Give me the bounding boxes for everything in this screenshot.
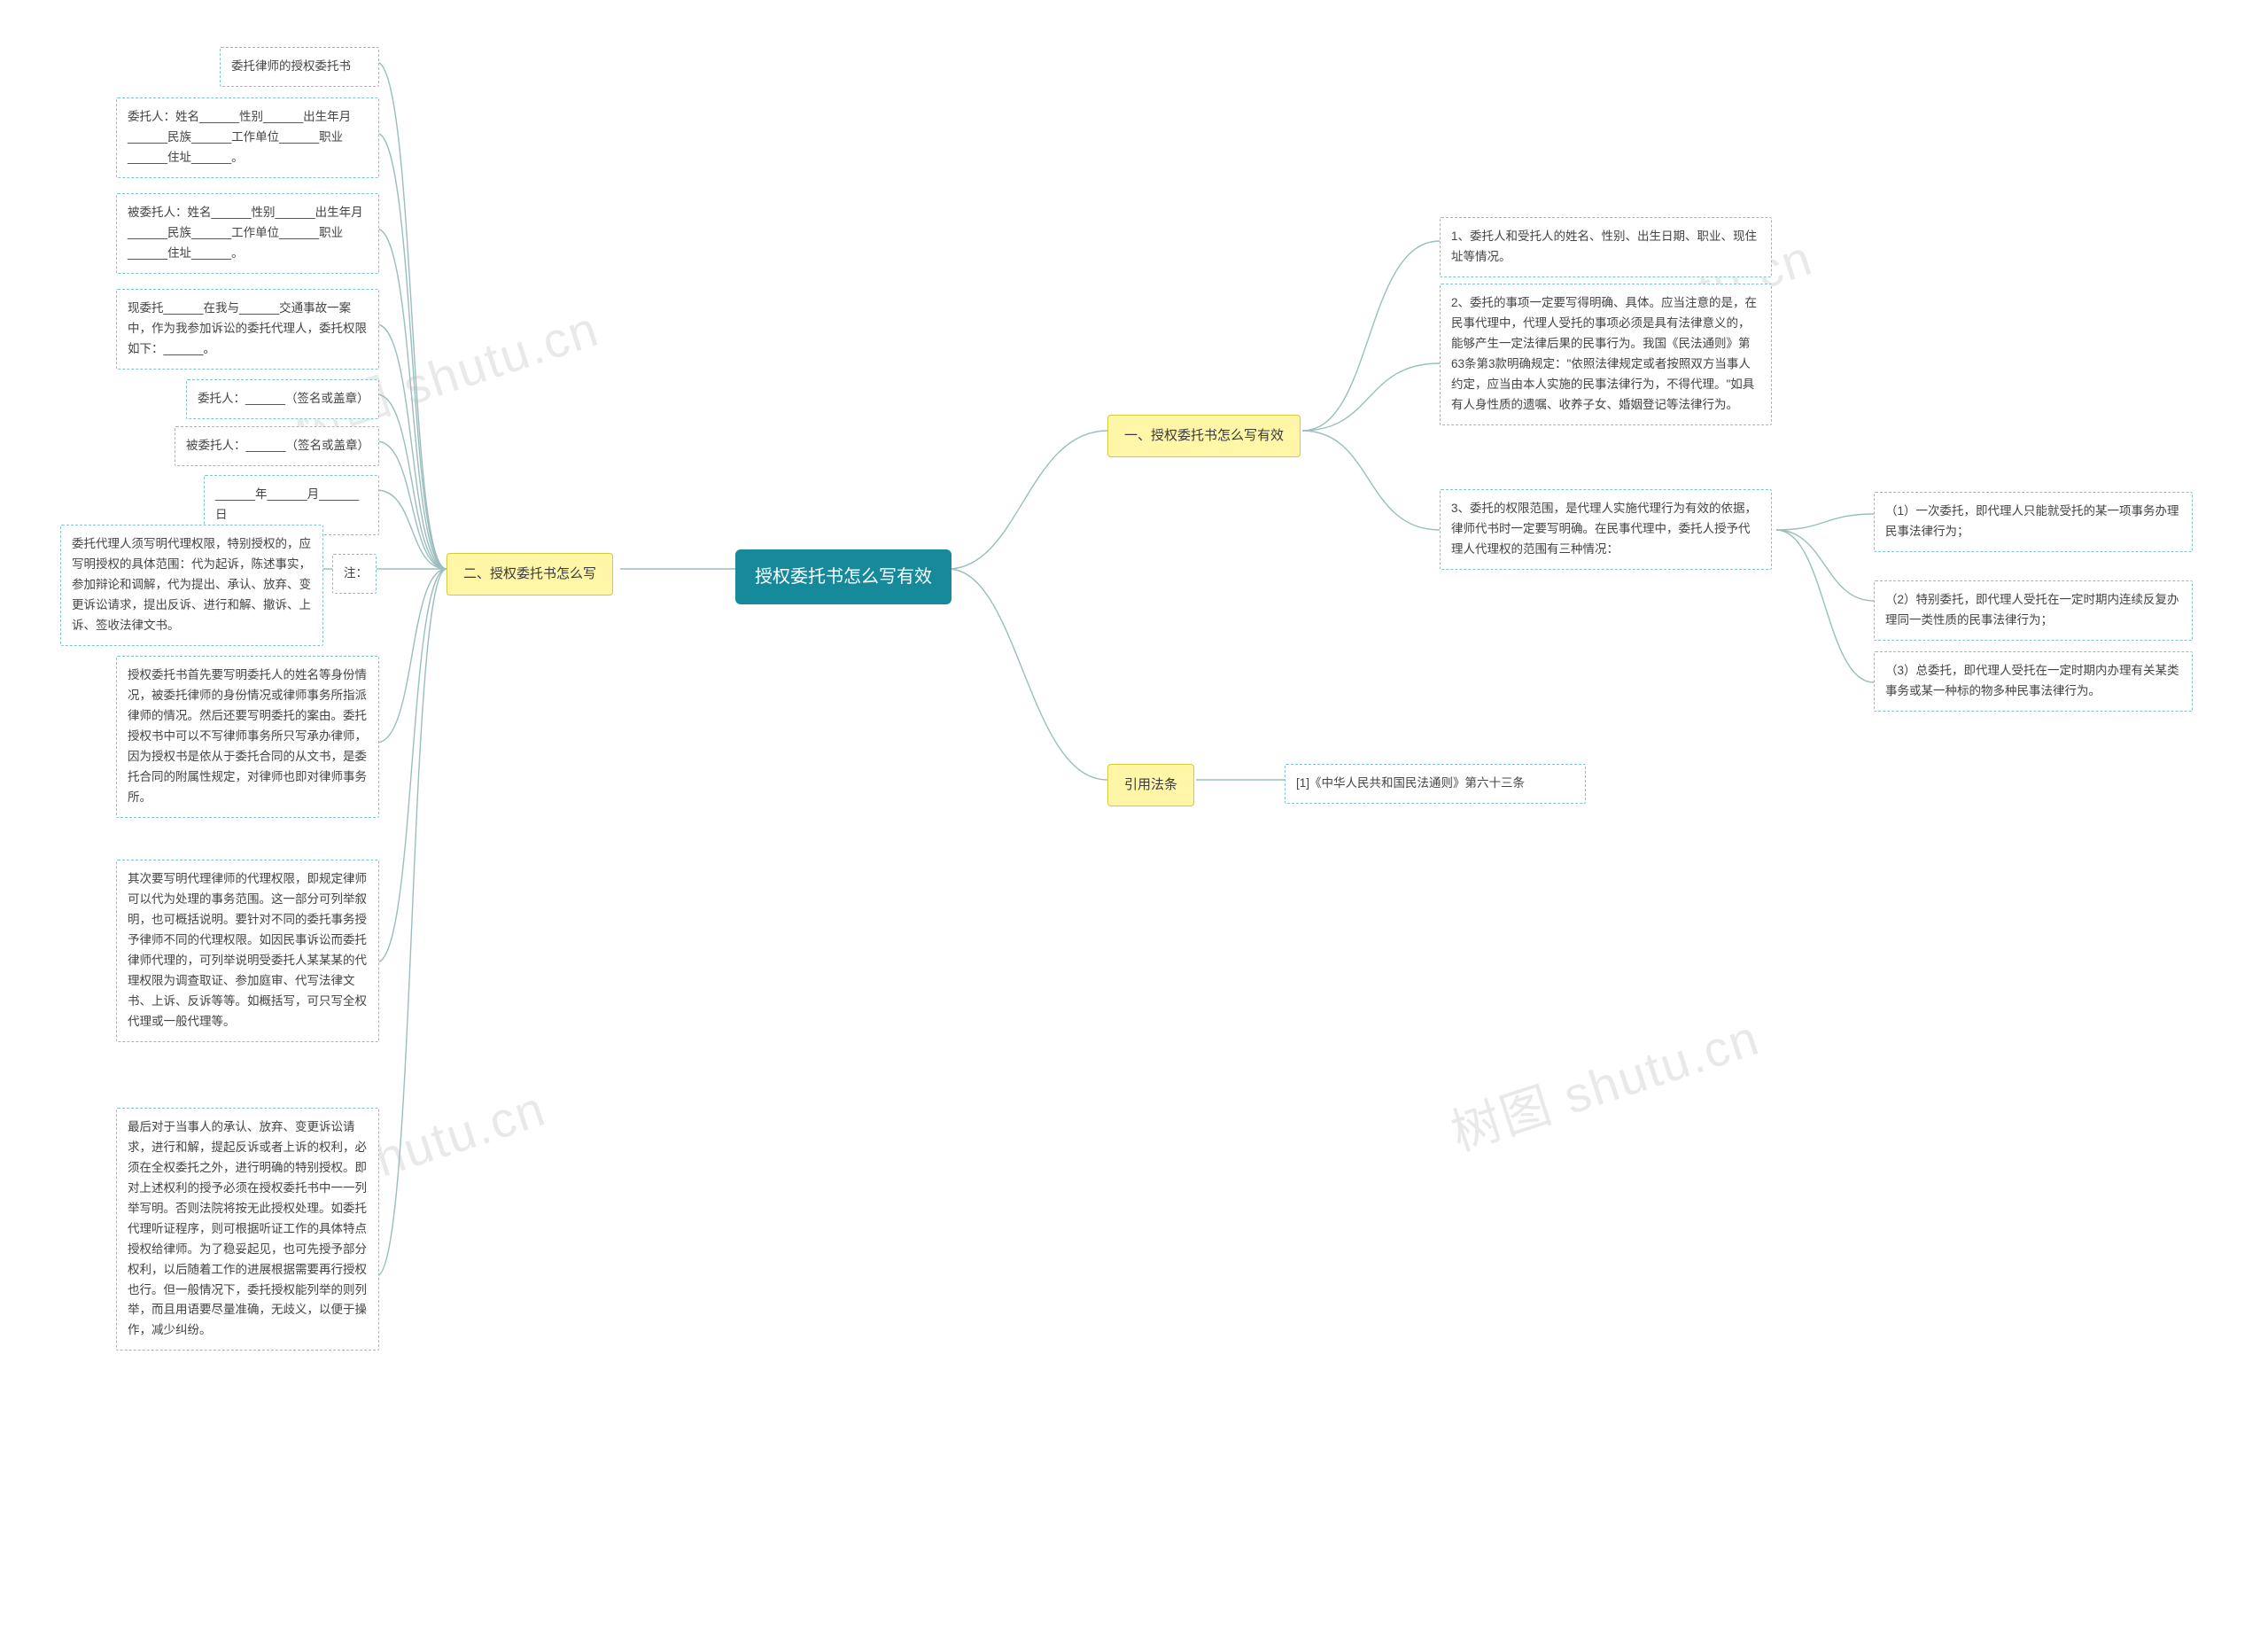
node-l3: 被委托人：姓名______性别______出生年月______民族______工…	[116, 193, 379, 274]
node-l4: 现委托______在我与______交通事故一案中，作为我参加诉讼的委托代理人，…	[116, 289, 379, 370]
node-l9: 授权委托书首先要写明委托人的姓名等身份情况，被委托律师的身份情况或律师事务所指派…	[116, 656, 379, 818]
branch-right-2: 引用法条	[1107, 764, 1194, 806]
node-r1c3s3: （3）总委托，即代理人受托在一定时期内办理有关某类事务或某一种标的物多种民事法律…	[1874, 651, 2193, 712]
watermark: 树图 shutu.cn	[1441, 998, 1767, 1165]
node-l10: 其次要写明代理律师的代理权限，即规定律师可以代为处理的事务范围。这一部分可列举叙…	[116, 860, 379, 1042]
node-l8-note: 注：	[332, 554, 377, 594]
node-l5: 委托人：______（签名或盖章）	[186, 379, 379, 419]
branch-left-1: 二、授权委托书怎么写	[447, 553, 613, 596]
node-l1: 委托律师的授权委托书	[220, 47, 379, 87]
branch-right-1: 一、授权委托书怎么写有效	[1107, 415, 1301, 457]
node-l6: 被委托人：______（签名或盖章）	[175, 426, 379, 466]
node-r1c3s2: （2）特别委托，即代理人受托在一定时期内连续反复办理同一类性质的民事法律行为；	[1874, 580, 2193, 641]
node-r1c2: 2、委托的事项一定要写得明确、具体。应当注意的是，在民事代理中，代理人受托的事项…	[1440, 284, 1772, 425]
node-l2: 委托人：姓名______性别______出生年月______民族______工作…	[116, 97, 379, 178]
node-r1c1: 1、委托人和受托人的姓名、性别、出生日期、职业、现住址等情况。	[1440, 217, 1772, 277]
root-node: 授权委托书怎么写有效	[735, 549, 951, 604]
node-r1c3: 3、委托的权限范围，是代理人实施代理行为有效的依据，律师代书时一定要写明确。在民…	[1440, 489, 1772, 570]
node-l11: 最后对于当事人的承认、放弃、变更诉讼请求，进行和解，提起反诉或者上诉的权利，必须…	[116, 1108, 379, 1351]
node-r2c1: [1]《中华人民共和国民法通则》第六十三条	[1285, 764, 1586, 804]
node-l8: 委托代理人须写明代理权限，特别授权的，应写明授权的具体范围：代为起诉，陈述事实，…	[60, 525, 323, 646]
node-r1c3s1: （1）一次委托，即代理人只能就受托的某一项事务办理民事法律行为；	[1874, 492, 2193, 552]
